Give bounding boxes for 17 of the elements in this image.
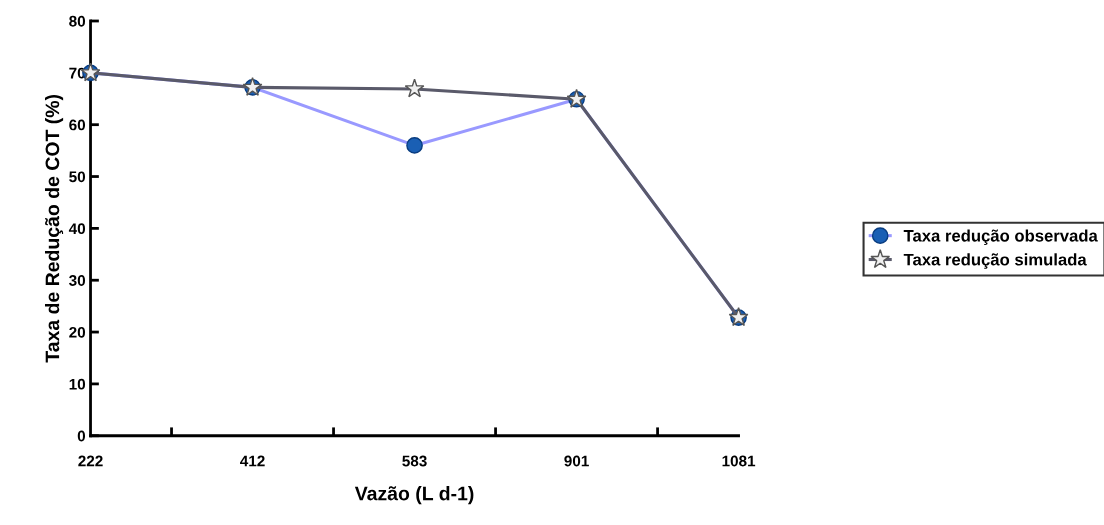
x-tick-label: 412 [240, 455, 265, 467]
y-tick-label: 40 [68, 223, 86, 235]
x-tick-label: 583 [402, 455, 427, 467]
y-tick-label: 50 [69, 171, 86, 183]
y-tick-label: 20 [69, 326, 86, 338]
y-tick-label: 10 [69, 378, 86, 390]
y-tick-label: 80 [69, 15, 86, 27]
y-tick-label: 60 [69, 119, 86, 131]
x-tick-label: 1081 [722, 455, 756, 467]
legend-label: Taxa redução simulada [903, 253, 1087, 269]
x-tick-label: 901 [564, 455, 589, 467]
x-tick-label: 222 [78, 455, 103, 467]
legend-label: Taxa redução observada [903, 229, 1098, 245]
x-axis-title: Vazão (L d-1) [354, 486, 474, 505]
y-tick-label: 0 [77, 430, 86, 442]
y-axis-title: Taxa de Redução de COT (%) [44, 94, 64, 363]
y-tick-label: 30 [69, 275, 86, 286]
